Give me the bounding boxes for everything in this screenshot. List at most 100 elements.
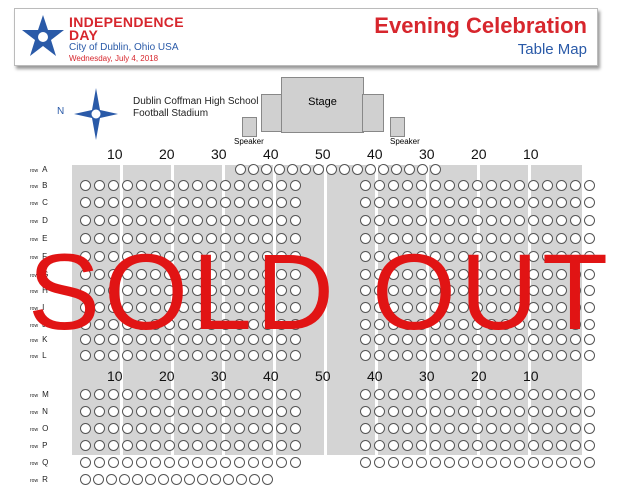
table-seat[interactable]: [556, 180, 567, 191]
table-seat[interactable]: [388, 319, 399, 330]
table-seat[interactable]: [416, 180, 427, 191]
table-seat[interactable]: [402, 269, 413, 280]
table-seat[interactable]: [430, 406, 441, 417]
table-seat[interactable]: [192, 406, 203, 417]
table-seat[interactable]: [206, 302, 217, 313]
table-seat[interactable]: [374, 285, 385, 296]
table-seat[interactable]: [430, 269, 441, 280]
table-seat[interactable]: [178, 233, 189, 244]
table-seat[interactable]: [360, 423, 371, 434]
table-seat[interactable]: [444, 440, 455, 451]
table-seat[interactable]: [570, 285, 581, 296]
table-seat[interactable]: [108, 251, 119, 262]
table-seat[interactable]: [584, 334, 595, 345]
table-seat[interactable]: [360, 334, 371, 345]
table-seat[interactable]: [122, 457, 133, 468]
table-seat[interactable]: [528, 302, 539, 313]
table-seat[interactable]: [108, 233, 119, 244]
table-seat[interactable]: [192, 440, 203, 451]
table-seat[interactable]: [514, 440, 525, 451]
table-seat[interactable]: [136, 251, 147, 262]
table-seat[interactable]: [486, 285, 497, 296]
table-seat[interactable]: [136, 233, 147, 244]
table-seat[interactable]: [528, 457, 539, 468]
table-seat[interactable]: [570, 251, 581, 262]
table-seat[interactable]: [290, 350, 301, 361]
table-seat[interactable]: [276, 251, 287, 262]
table-seat[interactable]: [500, 350, 511, 361]
table-seat[interactable]: [388, 423, 399, 434]
table-seat[interactable]: [528, 285, 539, 296]
table-seat[interactable]: [360, 233, 371, 244]
table-seat[interactable]: [556, 423, 567, 434]
table-seat[interactable]: [486, 389, 497, 400]
table-seat[interactable]: [93, 474, 104, 485]
table-seat[interactable]: [234, 233, 245, 244]
table-seat[interactable]: [486, 334, 497, 345]
table-seat[interactable]: [430, 319, 441, 330]
table-seat[interactable]: [150, 319, 161, 330]
table-seat[interactable]: [248, 285, 259, 296]
table-seat[interactable]: [276, 440, 287, 451]
table-seat[interactable]: [500, 406, 511, 417]
table-seat[interactable]: [136, 302, 147, 313]
table-seat[interactable]: [164, 406, 175, 417]
table-seat[interactable]: [122, 302, 133, 313]
table-seat[interactable]: [388, 197, 399, 208]
table-seat[interactable]: [352, 164, 363, 175]
table-seat[interactable]: [570, 302, 581, 313]
table-seat[interactable]: [178, 215, 189, 226]
table-seat[interactable]: [570, 423, 581, 434]
table-seat[interactable]: [220, 334, 231, 345]
table-seat[interactable]: [416, 350, 427, 361]
table-seat[interactable]: [108, 319, 119, 330]
table-seat[interactable]: [472, 423, 483, 434]
table-seat[interactable]: [262, 269, 273, 280]
table-seat[interactable]: [276, 233, 287, 244]
table-seat[interactable]: [472, 233, 483, 244]
table-seat[interactable]: [248, 389, 259, 400]
table-seat[interactable]: [164, 423, 175, 434]
table-seat[interactable]: [374, 197, 385, 208]
table-seat[interactable]: [378, 164, 389, 175]
table-seat[interactable]: [206, 440, 217, 451]
table-seat[interactable]: [458, 389, 469, 400]
table-seat[interactable]: [80, 389, 91, 400]
table-seat[interactable]: [542, 334, 553, 345]
table-seat[interactable]: [472, 197, 483, 208]
table-seat[interactable]: [500, 180, 511, 191]
table-seat[interactable]: [472, 334, 483, 345]
table-seat[interactable]: [416, 389, 427, 400]
table-seat[interactable]: [430, 334, 441, 345]
table-seat[interactable]: [80, 350, 91, 361]
table-seat[interactable]: [108, 457, 119, 468]
table-seat[interactable]: [192, 457, 203, 468]
table-seat[interactable]: [136, 180, 147, 191]
table-seat[interactable]: [192, 302, 203, 313]
table-seat[interactable]: [458, 285, 469, 296]
table-seat[interactable]: [80, 423, 91, 434]
table-seat[interactable]: [556, 406, 567, 417]
table-seat[interactable]: [206, 197, 217, 208]
table-seat[interactable]: [472, 457, 483, 468]
table-seat[interactable]: [80, 319, 91, 330]
table-seat[interactable]: [290, 285, 301, 296]
table-seat[interactable]: [500, 389, 511, 400]
table-seat[interactable]: [276, 334, 287, 345]
table-seat[interactable]: [235, 164, 246, 175]
table-seat[interactable]: [528, 334, 539, 345]
table-seat[interactable]: [150, 457, 161, 468]
table-seat[interactable]: [220, 457, 231, 468]
table-seat[interactable]: [402, 440, 413, 451]
table-seat[interactable]: [261, 164, 272, 175]
table-seat[interactable]: [528, 180, 539, 191]
table-seat[interactable]: [150, 423, 161, 434]
table-seat[interactable]: [584, 423, 595, 434]
table-seat[interactable]: [472, 269, 483, 280]
table-seat[interactable]: [388, 302, 399, 313]
table-seat[interactable]: [80, 251, 91, 262]
table-seat[interactable]: [584, 406, 595, 417]
table-seat[interactable]: [276, 285, 287, 296]
table-seat[interactable]: [472, 319, 483, 330]
table-seat[interactable]: [458, 423, 469, 434]
